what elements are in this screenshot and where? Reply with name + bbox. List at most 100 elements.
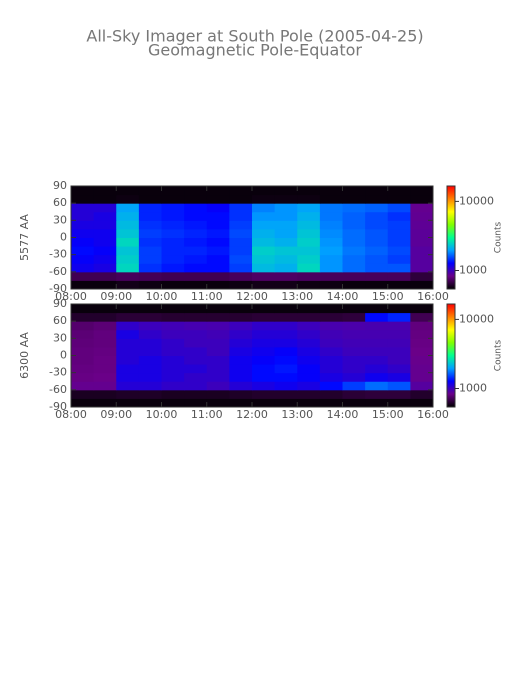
- y-tick-label: -60: [49, 383, 67, 396]
- heat-cell: [93, 186, 117, 196]
- heat-cell: [116, 329, 140, 339]
- heat-cell: [71, 355, 95, 365]
- heat-cell: [184, 246, 208, 256]
- heat-cell: [319, 372, 343, 382]
- heat-cell: [161, 338, 185, 348]
- x-tick-label: 08:00: [55, 290, 87, 303]
- heat-cell: [387, 228, 411, 238]
- heat-cell: [93, 280, 117, 290]
- heat-cell: [342, 338, 366, 348]
- heat-cell: [387, 304, 411, 314]
- heat-cell: [319, 194, 343, 204]
- heat-cell: [161, 398, 185, 408]
- y-tick-label: 30: [53, 213, 67, 226]
- heat-cell: [319, 329, 343, 339]
- heat-cell: [206, 364, 230, 374]
- heat-cell: [161, 355, 185, 365]
- x-tick-label: 12:00: [236, 290, 268, 303]
- heat-cell: [274, 321, 298, 331]
- heat-cell: [365, 220, 389, 230]
- heat-cell: [116, 211, 140, 221]
- heat-cell: [116, 338, 140, 348]
- heat-cell: [387, 355, 411, 365]
- y-tick-label: -90: [49, 400, 67, 413]
- heat-cell: [365, 321, 389, 331]
- heat-cell: [206, 381, 230, 391]
- heat-cell: [229, 321, 253, 331]
- heat-cell: [342, 271, 366, 281]
- heat-cell: [161, 211, 185, 221]
- heat-cell: [365, 398, 389, 408]
- heat-cell: [93, 329, 117, 339]
- heat-cell: [319, 237, 343, 247]
- y-tick-label: 0: [60, 349, 67, 362]
- y-tick-label: -30: [49, 248, 67, 261]
- heat-cell: [206, 186, 230, 196]
- heat-cell: [229, 280, 253, 290]
- y-axis-label: 5577 AA: [18, 214, 31, 261]
- heat-cell: [252, 372, 276, 382]
- heat-cell: [184, 346, 208, 356]
- heat-cell: [116, 263, 140, 273]
- heat-cell: [161, 381, 185, 391]
- heat-cell: [116, 194, 140, 204]
- heat-cell: [138, 329, 162, 339]
- colorbar: [446, 303, 456, 408]
- colorbar-tick-label: 10000: [459, 194, 494, 207]
- heat-cell: [138, 254, 162, 264]
- x-tick-label: 15:00: [372, 290, 404, 303]
- y-axis-label: 6300 AA: [18, 332, 31, 379]
- heat-cell: [342, 304, 366, 314]
- heat-cell: [184, 398, 208, 408]
- heat-cell: [342, 246, 366, 256]
- heat-cell: [410, 389, 434, 399]
- heat-cell: [365, 389, 389, 399]
- heat-cell: [71, 312, 95, 322]
- heat-cell: [184, 271, 208, 281]
- heat-cell: [252, 304, 276, 314]
- heat-cell: [274, 372, 298, 382]
- heat-cell: [387, 312, 411, 322]
- heat-cell: [274, 220, 298, 230]
- heat-cell: [297, 312, 321, 322]
- heat-cell: [387, 364, 411, 374]
- heat-cell: [365, 346, 389, 356]
- heat-cell: [365, 312, 389, 322]
- heat-cell: [252, 246, 276, 256]
- heat-cell: [93, 398, 117, 408]
- heat-cell: [365, 304, 389, 314]
- heat-cell: [138, 271, 162, 281]
- heat-cell: [161, 203, 185, 213]
- heat-cell: [342, 321, 366, 331]
- heat-cell: [252, 203, 276, 213]
- heat-cell: [71, 254, 95, 264]
- heat-cell: [319, 228, 343, 238]
- heat-cell: [252, 254, 276, 264]
- heat-cell: [184, 312, 208, 322]
- heat-cell: [342, 389, 366, 399]
- heat-cell: [410, 194, 434, 204]
- heat-cell: [229, 372, 253, 382]
- heat-cell: [387, 372, 411, 382]
- heat-cell: [93, 237, 117, 247]
- heat-cell: [138, 263, 162, 273]
- heat-cell: [184, 364, 208, 374]
- heat-cell: [161, 228, 185, 238]
- heat-cell: [342, 263, 366, 273]
- heat-cell: [387, 211, 411, 221]
- heat-cell: [252, 329, 276, 339]
- heat-cell: [342, 280, 366, 290]
- heat-cell: [387, 186, 411, 196]
- heat-cell: [116, 355, 140, 365]
- heat-cell: [71, 372, 95, 382]
- heat-cell: [365, 263, 389, 273]
- heat-cell: [229, 263, 253, 273]
- heat-cell: [274, 194, 298, 204]
- heat-cell: [297, 398, 321, 408]
- heat-cell: [138, 194, 162, 204]
- heat-cell: [206, 329, 230, 339]
- heat-cell: [116, 271, 140, 281]
- heat-cell: [319, 389, 343, 399]
- heat-cell: [319, 398, 343, 408]
- heat-cell: [93, 389, 117, 399]
